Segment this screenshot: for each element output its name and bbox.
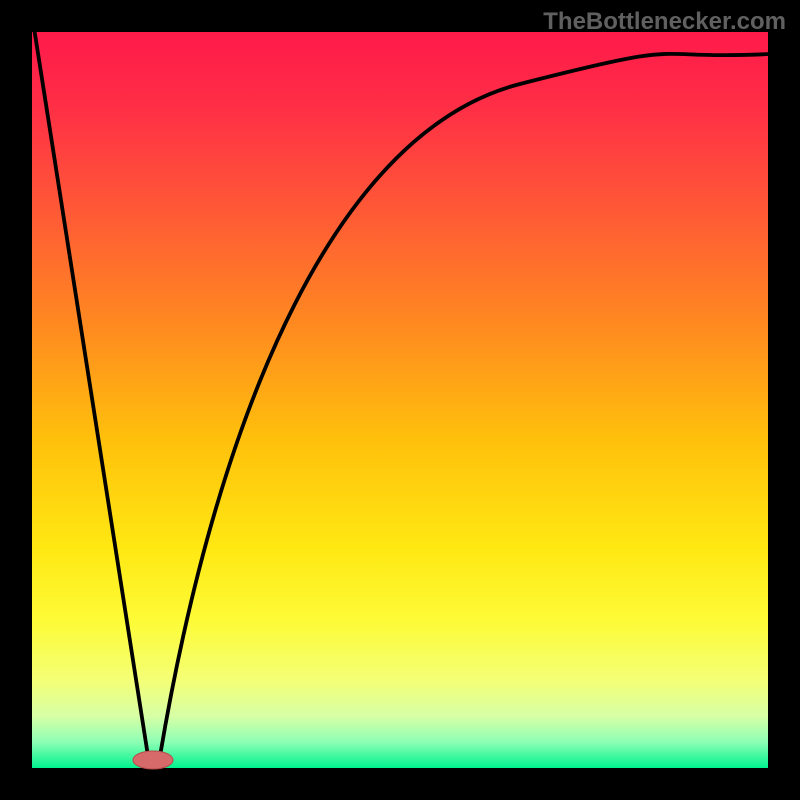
watermark-label: TheBottlenecker.com	[543, 8, 786, 36]
bottleneck-chart	[0, 0, 800, 800]
chart-background	[32, 32, 768, 768]
optimum-marker	[133, 751, 173, 769]
chart-container: TheBottlenecker.com	[0, 0, 800, 800]
